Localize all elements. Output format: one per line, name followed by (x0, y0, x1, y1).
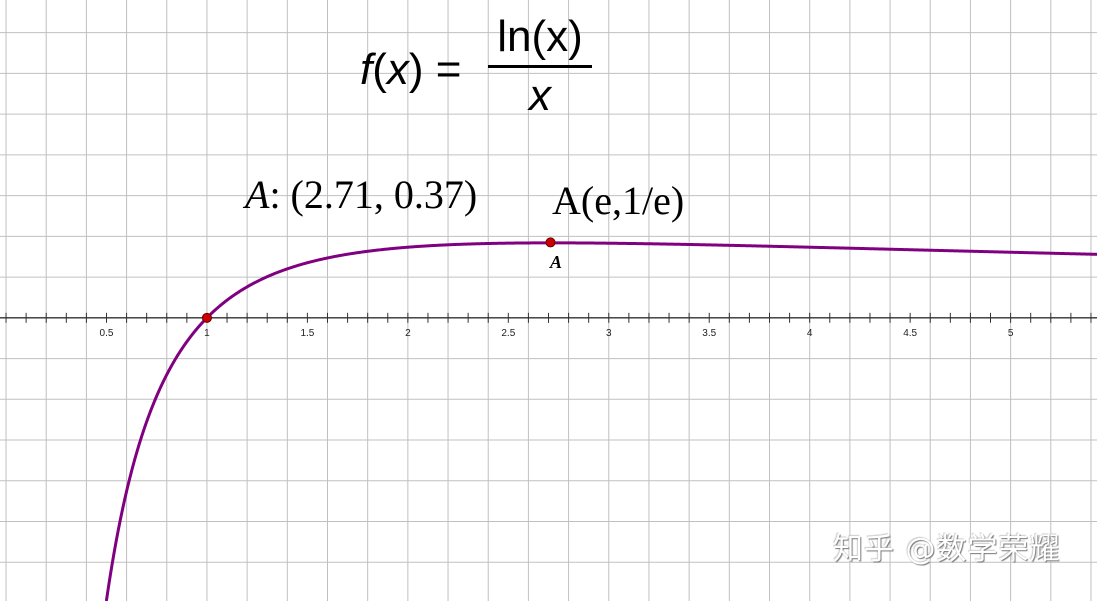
point-a-coordinates: A: (2.71, 0.37) (245, 172, 477, 218)
x-tick-label: 2 (405, 328, 411, 339)
formula-fraction: ln(x) x (488, 12, 592, 121)
formula-numerator: ln(x) (497, 12, 583, 61)
x-tick-label: 0.5 (100, 328, 114, 339)
point-a (545, 237, 556, 248)
x-tick-label: 3.5 (702, 328, 716, 339)
x-tick-label: 1 (204, 328, 210, 339)
formula-lhs: f(x) = (360, 45, 462, 94)
function-curve (104, 241, 1097, 601)
point-a-annotation: A(e,1/e) (552, 178, 685, 223)
x-tick-label: 1.5 (300, 328, 314, 339)
x-tick-label: 4.5 (903, 328, 917, 339)
formula-f: f (360, 45, 373, 94)
fraction-bar (488, 65, 592, 68)
point-root (201, 312, 212, 323)
watermark: 知乎 @数学荣耀 (833, 532, 1061, 567)
point-a-name: A (245, 172, 270, 217)
x-tick-label: 5 (1008, 328, 1014, 339)
formula-denominator: x (529, 71, 551, 120)
point-a-values: : (2.71, 0.37) (269, 172, 478, 217)
formula-x: x (386, 45, 409, 94)
x-tick-label: 3 (606, 328, 612, 339)
x-tick-label: 2.5 (501, 328, 515, 339)
x-tick-label: 4 (807, 328, 813, 339)
point-a-marker-label: A (550, 252, 563, 272)
